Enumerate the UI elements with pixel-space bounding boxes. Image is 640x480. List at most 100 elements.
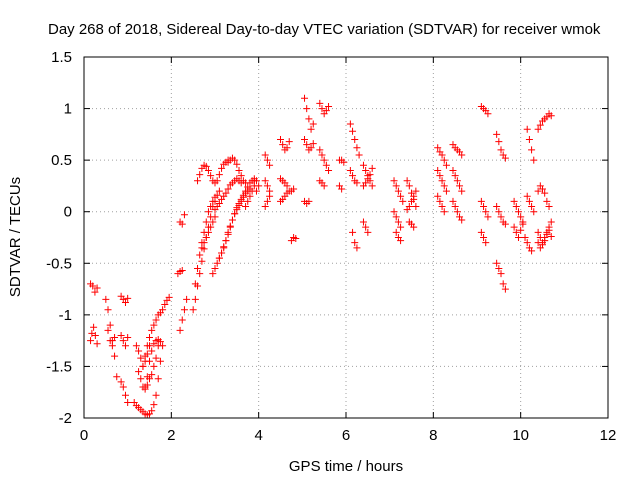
data-point bbox=[320, 182, 328, 190]
data-point bbox=[161, 301, 169, 309]
data-point bbox=[436, 172, 444, 180]
data-point bbox=[207, 223, 215, 231]
data-point bbox=[534, 187, 542, 195]
data-point bbox=[403, 177, 411, 185]
data-point bbox=[180, 306, 188, 314]
data-point bbox=[263, 182, 271, 190]
data-point bbox=[283, 182, 291, 190]
data-point bbox=[318, 105, 326, 113]
data-point bbox=[519, 220, 527, 228]
data-point bbox=[346, 120, 354, 128]
data-point bbox=[366, 171, 374, 179]
data-point bbox=[536, 121, 544, 129]
data-point bbox=[338, 185, 346, 193]
data-point bbox=[349, 228, 357, 236]
data-point bbox=[399, 197, 407, 205]
data-point bbox=[152, 354, 160, 362]
data-point bbox=[235, 166, 243, 174]
data-point bbox=[501, 154, 509, 162]
data-point bbox=[239, 193, 247, 201]
data-point bbox=[451, 172, 459, 180]
x-axis-label: GPS time / hours bbox=[289, 458, 403, 475]
data-point bbox=[477, 228, 485, 236]
data-point bbox=[211, 193, 219, 201]
data-point bbox=[495, 208, 503, 216]
data-point bbox=[510, 223, 518, 231]
data-point bbox=[493, 130, 501, 138]
data-point bbox=[517, 213, 525, 221]
data-point bbox=[512, 228, 520, 236]
data-point bbox=[87, 337, 95, 345]
data-point bbox=[362, 179, 370, 187]
data-point bbox=[521, 234, 529, 241]
data-point bbox=[108, 342, 116, 350]
data-point bbox=[477, 197, 485, 205]
data-point bbox=[285, 138, 293, 146]
x-tick-label: 12 bbox=[600, 427, 617, 444]
x-tick-label: 10 bbox=[512, 427, 529, 444]
data-point bbox=[150, 362, 158, 370]
data-point bbox=[392, 182, 400, 190]
data-point bbox=[318, 151, 326, 159]
data-point bbox=[152, 316, 160, 324]
data-point bbox=[392, 213, 400, 221]
data-point bbox=[235, 202, 243, 210]
data-point bbox=[218, 164, 226, 172]
data-point bbox=[440, 182, 448, 190]
y-axis-label: SDTVAR / TECUs bbox=[7, 177, 24, 297]
axis-ticks: 0 2 4 6 8 10 12 -2 -1.5 -1 -0.5 0 0.5 1 1.5 bbox=[46, 49, 616, 444]
data-point bbox=[528, 146, 536, 154]
data-point bbox=[202, 218, 210, 226]
data-point bbox=[218, 249, 226, 257]
data-point bbox=[528, 247, 536, 255]
data-point bbox=[484, 213, 492, 221]
data-point bbox=[362, 223, 370, 231]
data-point bbox=[204, 166, 212, 174]
data-point bbox=[124, 399, 132, 407]
data-point bbox=[305, 197, 313, 205]
data-point bbox=[204, 228, 212, 236]
data-point bbox=[541, 189, 549, 197]
data-point bbox=[178, 220, 186, 228]
data-point bbox=[440, 208, 448, 216]
data-point bbox=[412, 187, 420, 195]
data-point bbox=[436, 197, 444, 205]
data-point bbox=[534, 125, 542, 133]
data-point bbox=[525, 197, 533, 205]
data-point bbox=[146, 334, 153, 342]
data-point bbox=[453, 177, 461, 185]
data-point bbox=[442, 161, 450, 169]
data-point bbox=[397, 192, 405, 200]
data-point bbox=[405, 182, 413, 190]
data-point bbox=[442, 187, 450, 195]
data-point bbox=[497, 270, 505, 278]
data-point bbox=[543, 197, 551, 205]
data-point bbox=[440, 156, 448, 164]
data-point bbox=[211, 264, 219, 272]
data-point bbox=[434, 166, 442, 174]
chart-title: Day 268 of 2018, Sidereal Day-to-day VTE… bbox=[48, 21, 601, 38]
data-point bbox=[545, 226, 553, 234]
data-point bbox=[545, 203, 553, 211]
y-tick-label: 0.5 bbox=[51, 152, 72, 169]
data-point bbox=[231, 156, 239, 164]
data-point bbox=[392, 228, 400, 236]
data-point bbox=[301, 136, 309, 144]
data-point bbox=[202, 162, 210, 170]
data-point bbox=[215, 199, 223, 207]
data-point bbox=[196, 251, 204, 259]
grid-lines bbox=[84, 57, 608, 418]
data-point bbox=[410, 223, 418, 231]
data-point bbox=[141, 383, 149, 391]
data-point bbox=[512, 203, 520, 211]
data-point bbox=[283, 189, 291, 197]
data-point bbox=[106, 321, 114, 329]
data-point bbox=[307, 125, 315, 133]
data-point bbox=[231, 210, 239, 218]
data-point bbox=[263, 197, 271, 205]
data-point bbox=[91, 288, 99, 296]
data-point bbox=[124, 294, 132, 302]
data-point bbox=[165, 293, 173, 301]
data-point bbox=[456, 182, 464, 190]
data-point bbox=[207, 203, 215, 211]
